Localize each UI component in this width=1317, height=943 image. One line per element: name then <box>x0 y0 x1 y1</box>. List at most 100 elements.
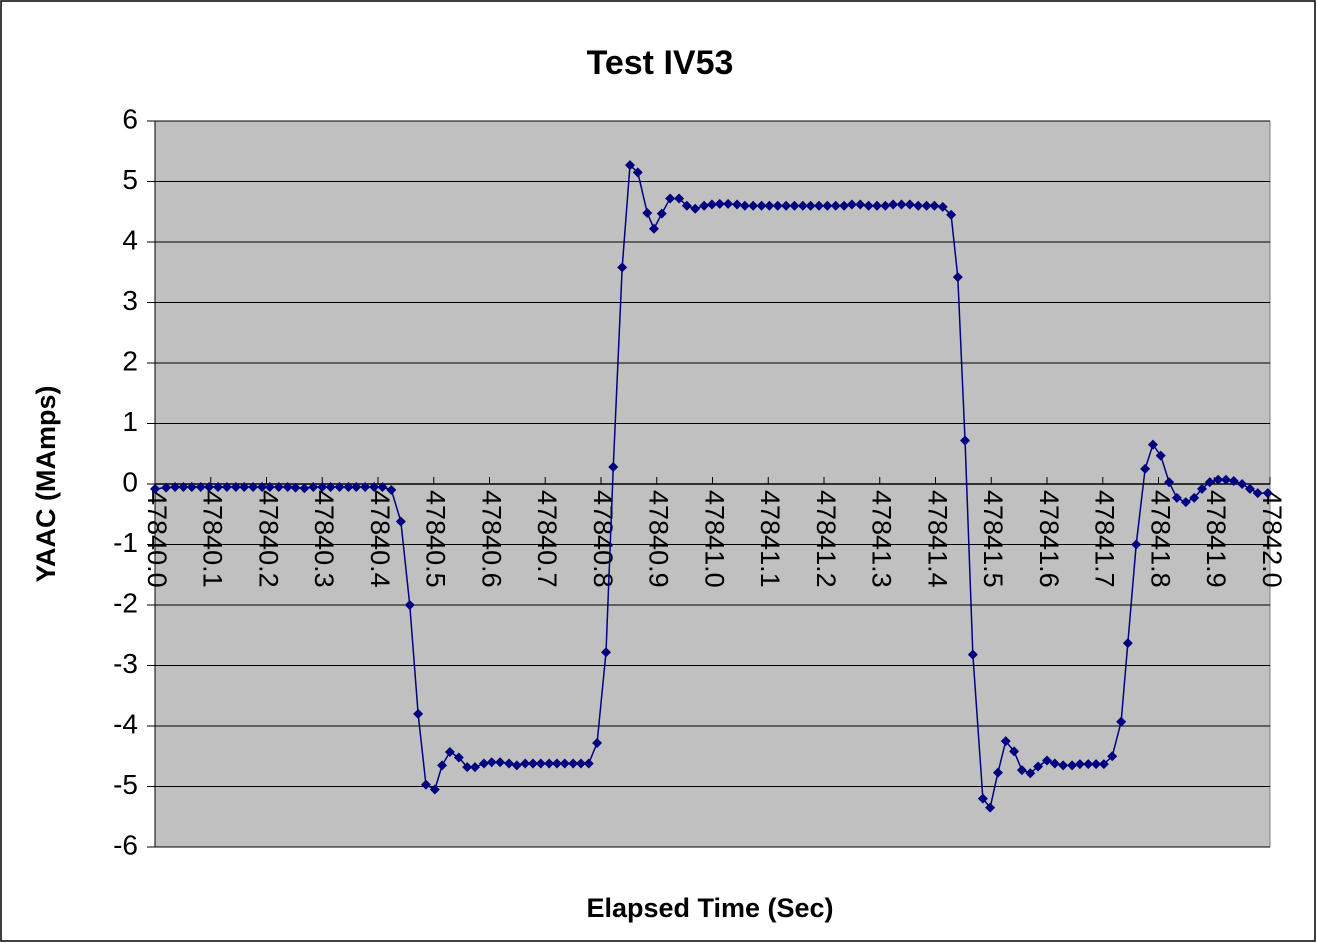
data-point <box>946 209 957 220</box>
data-point <box>863 200 874 211</box>
data-point <box>1009 746 1020 757</box>
data-point <box>575 758 586 769</box>
data-point <box>420 779 431 790</box>
data-point <box>789 200 800 211</box>
data-point <box>520 758 531 769</box>
data-point <box>1262 488 1273 499</box>
data-point <box>699 200 710 211</box>
data-point <box>1164 477 1175 488</box>
data-point <box>317 482 328 493</box>
data-point <box>839 200 850 211</box>
data-point <box>1058 760 1069 771</box>
data-point <box>290 482 301 493</box>
data-point <box>308 482 319 493</box>
data-point <box>764 200 775 211</box>
data-point <box>178 482 189 493</box>
data-point <box>739 200 750 211</box>
y-tick-label: -6 <box>113 829 138 860</box>
data-point <box>632 167 643 178</box>
x-tick-label: 47841.5 <box>978 490 1008 588</box>
x-tick-label: 47840.4 <box>365 490 395 588</box>
x-tick-label: 47841.8 <box>1145 490 1175 588</box>
data-point <box>1083 759 1094 770</box>
x-tick-label: 47840.0 <box>142 490 172 588</box>
y-tick-label: 5 <box>122 164 138 195</box>
x-tick-label: 47841.4 <box>922 490 952 588</box>
data-point <box>470 762 481 773</box>
y-tick-label: 1 <box>122 406 138 437</box>
x-tick-label: 47841.6 <box>1034 490 1064 588</box>
data-point <box>805 200 816 211</box>
data-point <box>1049 758 1060 769</box>
data-point <box>797 200 808 211</box>
x-tick-label: 47840.7 <box>532 490 562 588</box>
data-point <box>937 201 948 212</box>
data-point <box>1140 463 1151 474</box>
data-point <box>871 200 882 211</box>
data-point <box>343 482 354 493</box>
data-point <box>706 199 717 210</box>
chart-title: Test IV53 <box>587 44 734 82</box>
y-tick-label: -1 <box>113 527 138 558</box>
x-tick-label: 47841.7 <box>1090 490 1120 588</box>
x-tick-label: 47840.1 <box>198 490 228 588</box>
data-point <box>544 758 555 769</box>
x-tick-label: 47840.6 <box>476 490 506 588</box>
y-tick-label: -4 <box>113 708 138 739</box>
y-tick-label: -2 <box>113 587 138 618</box>
data-point <box>904 199 915 210</box>
data-point <box>896 199 907 210</box>
data-point <box>601 647 612 658</box>
data-point <box>921 200 932 211</box>
data-point <box>1171 492 1182 503</box>
data-point <box>846 199 857 210</box>
data-point <box>1033 761 1044 772</box>
data-point <box>1220 474 1231 485</box>
data-point <box>212 482 223 493</box>
data-point <box>1067 760 1078 771</box>
data-point <box>221 482 232 493</box>
x-tick-label: 47840.3 <box>309 490 339 588</box>
y-axis-label: YAAC (MAmps) <box>31 385 61 582</box>
data-point <box>656 208 667 219</box>
data-point <box>781 200 792 211</box>
x-tick-label: 47841.1 <box>755 490 785 588</box>
data-point <box>404 600 415 610</box>
data-point <box>150 483 160 494</box>
data-point <box>1155 450 1166 461</box>
data-point <box>325 482 336 493</box>
data-point <box>592 737 603 748</box>
data-point <box>1000 736 1011 747</box>
data-point <box>992 767 1003 778</box>
data-point <box>913 200 924 211</box>
data-point <box>462 762 473 773</box>
data-point <box>351 482 362 493</box>
data-point <box>334 482 345 493</box>
data-point <box>248 482 259 493</box>
data-point <box>1042 755 1052 766</box>
data-point <box>273 482 284 493</box>
data-point <box>195 482 206 493</box>
data-point <box>239 482 250 493</box>
data-point <box>1016 765 1027 776</box>
data-point <box>1122 638 1133 649</box>
data-point <box>608 462 619 473</box>
data-point <box>674 193 685 204</box>
data-point <box>377 482 388 493</box>
data-point <box>952 272 963 283</box>
y-tick-label: 6 <box>122 103 138 134</box>
data-point <box>1237 479 1248 489</box>
y-tick-label: 0 <box>122 466 138 497</box>
data-point <box>681 200 692 211</box>
data-point <box>1025 768 1036 779</box>
x-tick-label: 47841.0 <box>699 490 729 588</box>
data-point <box>264 482 275 493</box>
data-point <box>830 200 841 211</box>
data-point <box>1180 497 1191 508</box>
data-point <box>756 200 767 211</box>
data-point <box>511 760 522 771</box>
data-point <box>732 199 743 210</box>
data-point <box>186 482 197 493</box>
data-point <box>1204 477 1215 488</box>
data-point <box>665 193 676 204</box>
